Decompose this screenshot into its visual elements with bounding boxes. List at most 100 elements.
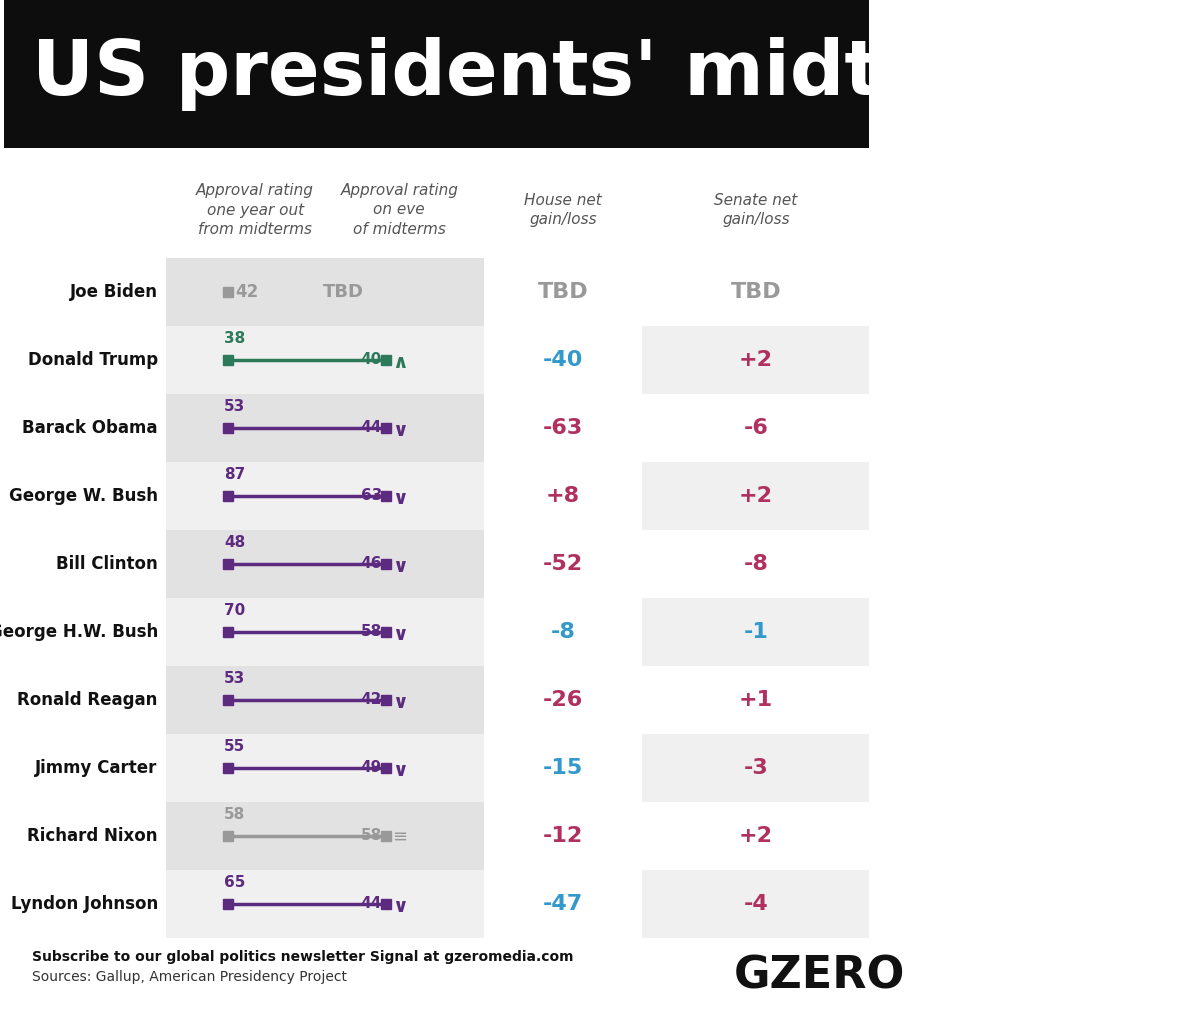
Bar (167, 258, 484, 326)
Text: ∧: ∧ (392, 352, 408, 372)
Bar (4, 946, 870, 1024)
Text: -8: -8 (551, 622, 576, 642)
Bar (4, 734, 167, 802)
Text: -8: -8 (744, 554, 768, 574)
Text: ∨: ∨ (392, 556, 408, 575)
Bar (642, 530, 870, 598)
Text: ∨: ∨ (392, 896, 408, 915)
Text: 40: 40 (361, 352, 382, 368)
Bar (484, 530, 642, 598)
Text: Ronald Reagan: Ronald Reagan (17, 691, 157, 709)
Text: ∨: ∨ (392, 488, 408, 508)
Bar (167, 734, 484, 802)
Text: Jimmy Carter: Jimmy Carter (35, 759, 157, 777)
Text: 70: 70 (224, 603, 245, 618)
Text: ∨: ∨ (392, 761, 408, 779)
Text: Richard Nixon: Richard Nixon (28, 827, 157, 845)
Bar (4, 394, 167, 462)
Bar (642, 734, 870, 802)
Bar (642, 598, 870, 666)
Bar (4, 666, 167, 734)
Text: 53: 53 (224, 399, 245, 414)
Bar (642, 394, 870, 462)
Bar (642, 462, 870, 530)
Bar (4, 158, 870, 258)
Bar (167, 394, 484, 462)
Bar (167, 530, 484, 598)
Bar (484, 598, 642, 666)
Text: ∨: ∨ (392, 421, 408, 439)
Bar (4, 802, 167, 870)
Text: 65: 65 (224, 874, 246, 890)
Text: +2: +2 (739, 826, 773, 846)
Text: Senate net
gain/loss: Senate net gain/loss (714, 193, 798, 227)
Text: +1: +1 (739, 690, 773, 710)
Text: US presidents' midterm pain: US presidents' midterm pain (31, 37, 1200, 111)
Bar (484, 258, 642, 326)
Text: George W. Bush: George W. Bush (8, 487, 157, 505)
Bar (642, 258, 870, 326)
Bar (4, 326, 167, 394)
Bar (642, 666, 870, 734)
Text: +2: +2 (739, 486, 773, 506)
Bar (167, 598, 484, 666)
Text: Subscribe to our global politics newsletter Signal at gzeromedia.com: Subscribe to our global politics newslet… (31, 950, 574, 964)
Text: +8: +8 (546, 486, 580, 506)
Text: -12: -12 (542, 826, 583, 846)
Text: -47: -47 (542, 894, 583, 914)
Bar (642, 326, 870, 394)
Text: GZERO: GZERO (733, 954, 905, 997)
Text: Bill Clinton: Bill Clinton (56, 555, 157, 573)
Bar (484, 802, 642, 870)
Text: -52: -52 (542, 554, 583, 574)
Bar (484, 734, 642, 802)
Text: Approval rating
one year out
from midterms: Approval rating one year out from midter… (196, 182, 314, 238)
Text: -15: -15 (542, 758, 583, 778)
Bar (4, 870, 167, 938)
Text: Donald Trump: Donald Trump (28, 351, 157, 369)
Text: 38: 38 (224, 331, 245, 346)
Text: -63: -63 (542, 418, 583, 438)
Bar (167, 462, 484, 530)
Text: 87: 87 (224, 467, 245, 482)
Text: 44: 44 (361, 896, 382, 911)
Text: House net
gain/loss: House net gain/loss (524, 193, 602, 227)
Text: 58: 58 (361, 625, 382, 640)
Text: 48: 48 (224, 535, 245, 550)
Bar (484, 394, 642, 462)
Bar (4, 598, 167, 666)
Text: -3: -3 (744, 758, 768, 778)
Bar (4, 258, 167, 326)
Text: Lyndon Johnson: Lyndon Johnson (11, 895, 157, 913)
Text: 42: 42 (361, 692, 382, 708)
Text: Joe Biden: Joe Biden (70, 283, 157, 301)
Text: -4: -4 (744, 894, 768, 914)
Bar (167, 870, 484, 938)
Text: -6: -6 (744, 418, 768, 438)
Bar (642, 802, 870, 870)
Text: TBD: TBD (538, 282, 588, 302)
Bar (484, 666, 642, 734)
Text: 58: 58 (361, 828, 382, 844)
Text: ≡: ≡ (392, 828, 407, 846)
Text: 53: 53 (224, 671, 245, 686)
Text: 49: 49 (361, 761, 382, 775)
Bar (484, 870, 642, 938)
Bar (167, 666, 484, 734)
Text: Barack Obama: Barack Obama (23, 419, 157, 437)
Text: Sources: Gallup, American Presidency Project: Sources: Gallup, American Presidency Pro… (31, 970, 347, 984)
Bar (167, 802, 484, 870)
Text: -40: -40 (542, 350, 583, 370)
Text: George H.W. Bush: George H.W. Bush (0, 623, 157, 641)
Text: 63: 63 (361, 488, 382, 504)
Bar (484, 326, 642, 394)
Text: TBD: TBD (323, 283, 364, 301)
Bar (4, 462, 167, 530)
Bar (484, 462, 642, 530)
Text: 46: 46 (361, 556, 382, 571)
Bar (4, 530, 167, 598)
Text: ∨: ∨ (392, 692, 408, 712)
Text: ∨: ∨ (392, 625, 408, 643)
Text: 58: 58 (224, 807, 245, 822)
Text: +2: +2 (739, 350, 773, 370)
